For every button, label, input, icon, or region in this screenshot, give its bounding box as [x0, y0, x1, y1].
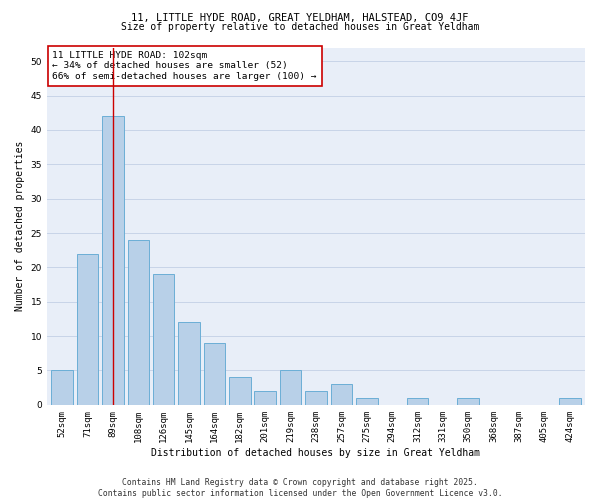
Bar — [77, 254, 98, 405]
Bar — [331, 384, 352, 405]
Bar — [356, 398, 377, 405]
Bar — [178, 322, 200, 405]
Text: Contains HM Land Registry data © Crown copyright and database right 2025.
Contai: Contains HM Land Registry data © Crown c… — [98, 478, 502, 498]
Y-axis label: Number of detached properties: Number of detached properties — [15, 141, 25, 312]
Bar — [305, 391, 327, 405]
Bar — [52, 370, 73, 405]
Bar — [254, 391, 276, 405]
Bar — [457, 398, 479, 405]
Bar — [102, 116, 124, 405]
Text: Size of property relative to detached houses in Great Yeldham: Size of property relative to detached ho… — [121, 22, 479, 32]
Text: 11, LITTLE HYDE ROAD, GREAT YELDHAM, HALSTEAD, CO9 4JF: 11, LITTLE HYDE ROAD, GREAT YELDHAM, HAL… — [131, 12, 469, 22]
Bar — [128, 240, 149, 405]
Bar — [559, 398, 581, 405]
Bar — [407, 398, 428, 405]
Bar — [203, 343, 225, 405]
Bar — [280, 370, 301, 405]
X-axis label: Distribution of detached houses by size in Great Yeldham: Distribution of detached houses by size … — [151, 448, 481, 458]
Bar — [153, 274, 175, 405]
Bar — [229, 378, 251, 405]
Text: 11 LITTLE HYDE ROAD: 102sqm
← 34% of detached houses are smaller (52)
66% of sem: 11 LITTLE HYDE ROAD: 102sqm ← 34% of det… — [52, 51, 317, 81]
